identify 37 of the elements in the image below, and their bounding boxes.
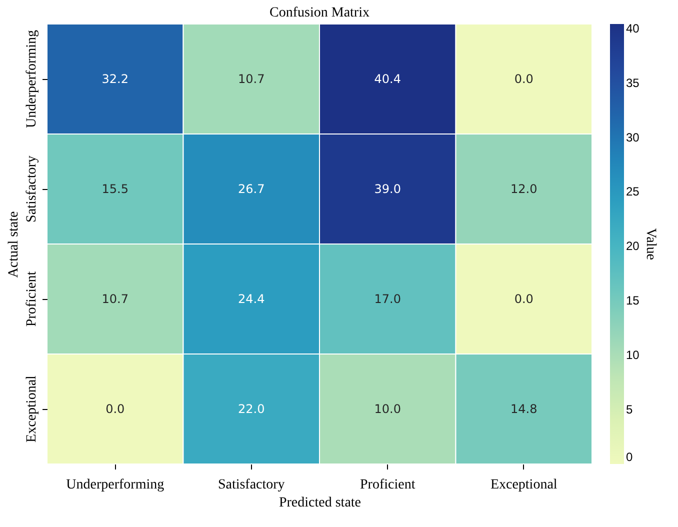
data-label: 10.7 <box>238 72 265 86</box>
x-tick-label: Exceptional <box>490 478 558 492</box>
x-tick-label: Satisfactory <box>218 478 285 492</box>
data-label: 32.2 <box>102 72 128 86</box>
data-label: 10.0 <box>374 402 401 416</box>
data-label: 12.0 <box>510 182 538 196</box>
color-bar-label: 40 <box>626 21 640 36</box>
data-label: 14.8 <box>510 402 538 416</box>
color-bar-label: 5 <box>626 402 633 417</box>
y-axis-title: Actual state <box>6 211 22 278</box>
color-bar-title: Value <box>643 228 658 260</box>
y-tick-label: Satisfactory <box>24 156 40 222</box>
data-label: 17.0 <box>374 292 401 306</box>
y-tick-label: Underperforming <box>24 30 40 128</box>
color-bar-label: 10 <box>626 348 640 362</box>
x-tick-label: Proficient <box>360 478 416 492</box>
data-label: 0.0 <box>514 292 534 306</box>
color-bar-label: 35 <box>626 76 640 90</box>
x-axis-title: Predicted state <box>278 496 362 510</box>
x-tick-label: Underperforming <box>66 478 164 492</box>
data-label: 10.7 <box>102 292 128 306</box>
y-tick-label: Exceptional <box>24 375 40 442</box>
data-label: 39.0 <box>374 182 401 196</box>
y-tick-label: Proficient <box>24 271 40 327</box>
chart-title: Confusion Matrix <box>270 6 370 20</box>
data-label: 22.0 <box>238 402 265 416</box>
data-label: 15.5 <box>102 182 128 196</box>
data-label: 0.0 <box>514 72 534 86</box>
data-label: 40.4 <box>374 72 401 86</box>
data-label: 24.4 <box>238 292 265 306</box>
color-bar-label: 30 <box>626 130 640 144</box>
color-bar-label: 25 <box>626 184 640 199</box>
data-label: 26.7 <box>238 182 265 196</box>
data-label: 0.0 <box>106 402 125 416</box>
color-bar-label: 15 <box>626 294 640 308</box>
color-bar-label: 0 <box>626 450 633 464</box>
color-bar-label: 20 <box>626 239 640 254</box>
